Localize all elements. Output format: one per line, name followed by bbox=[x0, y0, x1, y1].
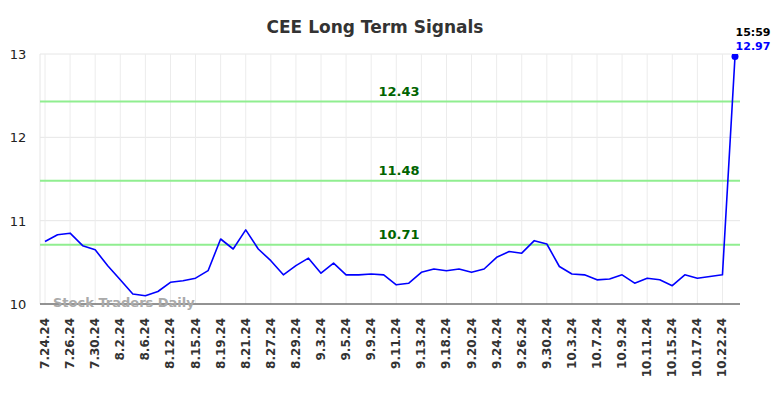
grid-line bbox=[546, 54, 547, 304]
x-tick-label: 10.11.24 bbox=[640, 318, 654, 377]
x-tick-label: 10.22.24 bbox=[715, 318, 729, 377]
price-line bbox=[45, 57, 735, 296]
x-tick-label: 10.15.24 bbox=[665, 318, 679, 377]
grid-line bbox=[70, 54, 71, 304]
x-tick-label: 8.19.24 bbox=[214, 318, 228, 369]
reference-line bbox=[40, 180, 740, 182]
grid-line bbox=[220, 54, 221, 304]
x-tick-label: 9.11.24 bbox=[389, 318, 403, 369]
grid-line bbox=[697, 54, 698, 304]
y-tick-label: 13 bbox=[10, 47, 27, 62]
reference-line bbox=[40, 244, 740, 246]
x-tick-label: 7.26.24 bbox=[63, 318, 77, 369]
x-tick-label: 7.24.24 bbox=[38, 318, 52, 369]
grid-line bbox=[647, 54, 648, 304]
y-tick-label: 11 bbox=[10, 214, 27, 229]
reference-line bbox=[40, 101, 740, 103]
x-tick-label: 10.3.24 bbox=[565, 318, 579, 369]
last-point bbox=[732, 54, 739, 60]
grid-line bbox=[672, 54, 673, 304]
grid-line bbox=[321, 54, 322, 304]
x-tick-label: 8.21.24 bbox=[239, 318, 253, 369]
title: CEE Long Term Signals bbox=[267, 17, 484, 37]
chart: CEE Long Term Signals 10 11 12 13 7.24.24 7.26… bbox=[0, 0, 784, 398]
x-tick-label: 7.30.24 bbox=[88, 318, 102, 369]
grid-line bbox=[496, 54, 497, 304]
reference-label: 10.71 bbox=[378, 227, 419, 242]
x-tick-label: 9.18.24 bbox=[439, 318, 453, 369]
time-label: 15:59 bbox=[735, 26, 770, 39]
x-tick-label: 9.13.24 bbox=[414, 318, 428, 369]
x-tick-label: 8.27.24 bbox=[264, 318, 278, 369]
y-tick-label: 10 bbox=[10, 297, 27, 312]
grid-line bbox=[371, 54, 372, 304]
watermark: Stock Traders Daily bbox=[53, 295, 195, 310]
reference-label: 11.48 bbox=[378, 163, 419, 178]
grid-line bbox=[622, 54, 623, 304]
grid-line bbox=[421, 54, 422, 304]
x-tick-label: 8.15.24 bbox=[189, 318, 203, 369]
grid-line bbox=[471, 54, 472, 304]
y-tick-label: 12 bbox=[10, 130, 27, 145]
x-tick-label: 9.5.24 bbox=[339, 318, 353, 361]
grid-line bbox=[120, 54, 121, 304]
x-tick-label: 8.6.24 bbox=[138, 318, 152, 361]
grid-line bbox=[45, 54, 46, 304]
plot-area bbox=[40, 54, 740, 296]
grid-line bbox=[195, 54, 196, 304]
x-tick-label: 9.3.24 bbox=[314, 318, 328, 361]
x-tick-label: 8.29.24 bbox=[289, 318, 303, 369]
grid-line bbox=[597, 54, 598, 304]
x-tick-label: 9.26.24 bbox=[515, 318, 529, 369]
x-tick-label: 9.24.24 bbox=[490, 318, 504, 369]
x-tick-label: 10.9.24 bbox=[615, 318, 629, 369]
x-tick-label: 10.7.24 bbox=[590, 318, 604, 369]
grid-line bbox=[145, 54, 146, 304]
grid-line bbox=[245, 54, 246, 304]
x-tick-label: 10.17.24 bbox=[690, 318, 704, 377]
grid-line bbox=[521, 54, 522, 304]
x-tick-label: 8.2.24 bbox=[113, 318, 127, 361]
x-tick-label: 9.9.24 bbox=[364, 318, 378, 361]
grid-line bbox=[571, 54, 572, 304]
y-axis-line bbox=[40, 54, 41, 304]
last-value-label: 12.97 bbox=[736, 40, 771, 53]
grid-line bbox=[270, 54, 271, 304]
grid-line bbox=[170, 54, 171, 304]
reference-label: 12.43 bbox=[378, 84, 419, 99]
x-tick-label: 8.12.24 bbox=[163, 318, 177, 369]
grid-line bbox=[95, 54, 96, 304]
x-tick-label: 9.20.24 bbox=[465, 318, 479, 369]
grid-line bbox=[446, 54, 447, 304]
x-tick-label: 9.30.24 bbox=[540, 318, 554, 369]
grid-line bbox=[346, 54, 347, 304]
